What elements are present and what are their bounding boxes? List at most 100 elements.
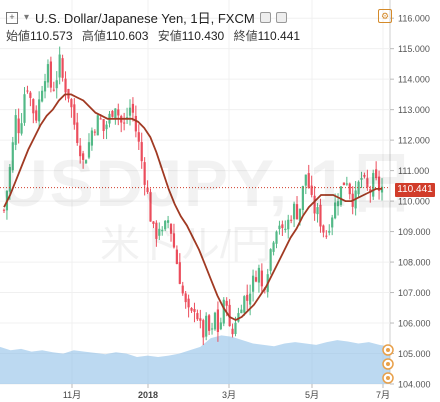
candle-body <box>193 309 196 312</box>
candle-body <box>222 299 225 324</box>
candle-body <box>152 221 155 224</box>
candle-body <box>105 124 108 130</box>
y-tick-label: 104.000 <box>398 380 431 390</box>
candle-body <box>307 173 310 188</box>
candle-body <box>2 209 6 211</box>
candle-body <box>377 176 381 191</box>
candle-body <box>76 122 79 143</box>
expand-icon[interactable]: + <box>6 11 18 24</box>
candle-body <box>342 182 346 186</box>
candle-body <box>205 315 208 337</box>
candle-body <box>84 160 88 164</box>
last-price-tag: 110.441 <box>395 183 435 197</box>
candle-body <box>169 223 173 234</box>
high-label: 高値 <box>81 29 106 43</box>
settings-icon[interactable] <box>275 12 287 23</box>
candle-body <box>260 270 263 287</box>
candle-body <box>360 178 363 180</box>
candle-body <box>281 224 284 229</box>
candle-body <box>79 145 82 157</box>
open-value: 110.573 <box>30 29 73 43</box>
candle-body <box>251 275 255 292</box>
legend-header: + ▾ U.S. Dollar/Japanese Yen, 1日, FXCM 始… <box>0 0 390 48</box>
candle-body <box>225 300 228 306</box>
candle-body <box>292 203 296 220</box>
candle-body <box>202 320 205 338</box>
x-tick-label: 7月 <box>376 390 390 400</box>
y-tick-label: 114.000 <box>398 75 430 85</box>
candle-body <box>149 191 152 222</box>
event-marker-dot <box>386 362 390 366</box>
candle-body <box>38 99 41 122</box>
candle-body <box>295 204 299 220</box>
candle-body <box>375 169 378 179</box>
y-tick-label: 107.000 <box>398 288 431 298</box>
candle-body <box>123 122 126 124</box>
candle-body <box>336 201 340 207</box>
candle-body <box>172 233 176 248</box>
watermark-name: 米ドル/円 <box>100 223 272 267</box>
candle-body <box>11 142 14 171</box>
candle-body <box>319 204 322 227</box>
candle-body <box>298 208 302 221</box>
y-tick-label: 113.000 <box>398 105 430 115</box>
candle-body <box>316 207 319 215</box>
y-tick-label: 108.000 <box>398 258 431 268</box>
candle-body <box>140 142 143 162</box>
candle-body <box>366 178 369 188</box>
candle-body <box>246 294 249 301</box>
candle-body <box>254 277 258 282</box>
candle-body <box>249 293 252 305</box>
candle-body <box>187 298 190 308</box>
candle-body <box>196 313 199 320</box>
candle-body <box>155 222 158 239</box>
candle-body <box>237 313 240 322</box>
candle-body <box>322 225 325 233</box>
gear-icon[interactable]: ⚙ <box>378 9 392 23</box>
x-tick-label: 11月 <box>63 390 81 400</box>
candle-body <box>213 312 217 330</box>
candle-body <box>243 296 246 313</box>
candle-body <box>301 186 304 211</box>
candle-body <box>49 61 52 88</box>
candle-body <box>64 78 67 93</box>
candle-body <box>117 109 120 116</box>
symbol-title: U.S. Dollar/Japanese Yen, 1日, FXCM <box>35 11 255 26</box>
candle-body <box>363 175 366 177</box>
collapse-chevron-icon[interactable]: ▾ <box>24 12 30 23</box>
candle-body <box>55 80 58 89</box>
candle-body <box>46 64 50 83</box>
candle-body <box>61 58 64 78</box>
candle-body <box>348 183 351 195</box>
candle-body <box>87 142 91 158</box>
y-tick-label: 106.000 <box>398 319 431 329</box>
y-tick-label: 111.000 <box>398 166 429 176</box>
visibility-icon[interactable] <box>259 12 271 23</box>
candle-body <box>58 54 61 78</box>
watermark-symbol: USDJPY, 1日 <box>0 146 417 220</box>
candle-body <box>219 322 222 330</box>
event-marker-dot <box>386 348 390 352</box>
candle-body <box>43 81 47 92</box>
candle-body <box>161 229 164 232</box>
candle-body <box>199 318 202 321</box>
x-tick-label: 2018 <box>138 390 158 400</box>
candle-body <box>134 115 137 132</box>
candle-body <box>26 90 29 92</box>
ohlc-row: 始値110.573 高値110.603 安値110.430 終値110.441 <box>6 27 306 44</box>
candle-body <box>278 225 281 230</box>
candle-body <box>20 123 23 134</box>
candle-body <box>102 119 105 131</box>
candle-body <box>284 228 287 230</box>
candle-body <box>166 220 170 223</box>
candle-body <box>40 90 44 102</box>
volume-area <box>0 335 390 384</box>
candle-body <box>111 110 114 117</box>
candle-body <box>345 183 348 185</box>
candle-body <box>287 219 290 230</box>
moving-average-line <box>3 93 382 322</box>
candle-body <box>178 262 181 284</box>
candle-body <box>23 94 26 123</box>
